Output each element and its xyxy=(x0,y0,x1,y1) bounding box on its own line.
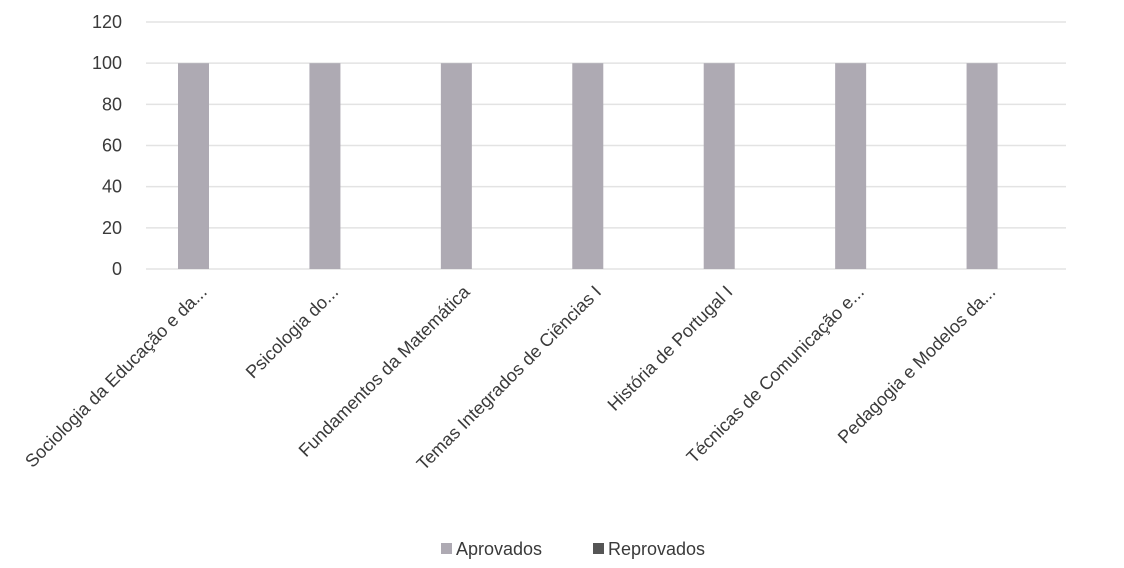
legend-label-reprovados: Reprovados xyxy=(608,539,705,559)
bar-aprovados-0 xyxy=(178,63,209,269)
category-label-0: Sociologia da Educação e da... xyxy=(21,282,211,472)
bars xyxy=(178,63,998,269)
gridlines xyxy=(146,21,1066,270)
category-label-6: Pedagogia e Modelos da... xyxy=(834,282,1000,448)
bar-aprovados-5 xyxy=(835,63,867,269)
category-label-4: História de Portugal I xyxy=(604,282,737,415)
legend-label-aprovados: Aprovados xyxy=(456,539,542,559)
bar-aprovados-4 xyxy=(703,63,735,269)
bar-aprovados-2 xyxy=(440,63,472,269)
y-tick-label-20: 20 xyxy=(102,218,122,238)
legend: Aprovados Reprovados xyxy=(441,539,705,559)
bar-aprovados-1 xyxy=(309,63,341,269)
legend-swatch-aprovados xyxy=(441,543,452,554)
bar-aprovados-6 xyxy=(966,63,998,269)
y-tick-label-40: 40 xyxy=(102,177,122,197)
legend-swatch-reprovados xyxy=(593,543,604,554)
y-tick-label-60: 60 xyxy=(102,136,122,156)
y-axis-ticks: 0 20 40 60 80 100 120 xyxy=(92,12,122,279)
y-tick-label-0: 0 xyxy=(112,259,122,279)
y-tick-label-100: 100 xyxy=(92,53,122,73)
x-axis-category-labels: Sociologia da Educação e da... Psicologia… xyxy=(21,281,999,474)
category-label-1: Psicologia do... xyxy=(242,282,342,382)
y-tick-label-80: 80 xyxy=(102,94,122,114)
y-tick-label-120: 120 xyxy=(92,12,122,32)
bar-aprovados-3 xyxy=(572,63,604,269)
